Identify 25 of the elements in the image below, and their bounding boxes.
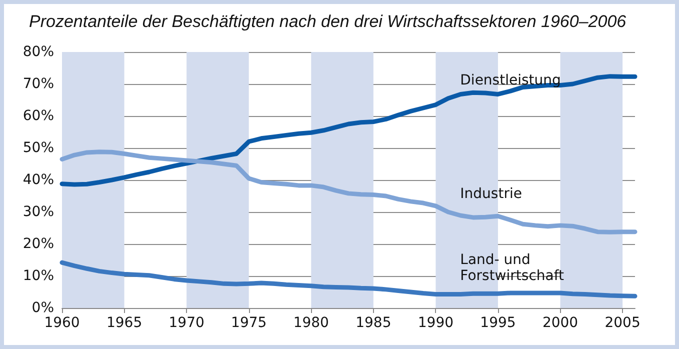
series-label: Land- und Forstwirtschaft: [460, 252, 565, 284]
y-tick-label: 40%: [22, 172, 54, 188]
y-tick-label: 30%: [22, 204, 54, 220]
y-tick-label: 60%: [22, 108, 54, 124]
line-series: [60, 74, 638, 187]
x-tick-label: 1975: [231, 315, 267, 331]
series-label: Industrie: [460, 186, 522, 202]
x-tick-label: 1960: [44, 315, 80, 331]
x-tick-label: 1965: [106, 315, 142, 331]
x-tick-label: 2000: [542, 315, 578, 331]
y-tick-label: 70%: [22, 76, 54, 92]
x-tick-label: 1970: [168, 315, 204, 331]
x-tick-label: 1990: [418, 315, 454, 331]
x-tick-label: 1980: [293, 315, 329, 331]
y-tick-label: 0%: [32, 300, 54, 316]
y-tick-label: 20%: [22, 236, 54, 252]
y-tick-label: 80%: [22, 44, 54, 60]
x-tick-label: 2005: [604, 315, 640, 331]
line-series: [60, 150, 638, 234]
series-label: Dienstleistung: [460, 72, 561, 88]
y-tick-label: 10%: [22, 268, 54, 284]
y-tick-label: 50%: [22, 140, 54, 156]
chart-title: Prozentanteile der Beschäftigten nach den drei Wirtschaftssektoren 1960–2006: [29, 12, 627, 31]
x-tick-label: 1995: [480, 315, 516, 331]
x-tick-label: 1985: [356, 315, 392, 331]
